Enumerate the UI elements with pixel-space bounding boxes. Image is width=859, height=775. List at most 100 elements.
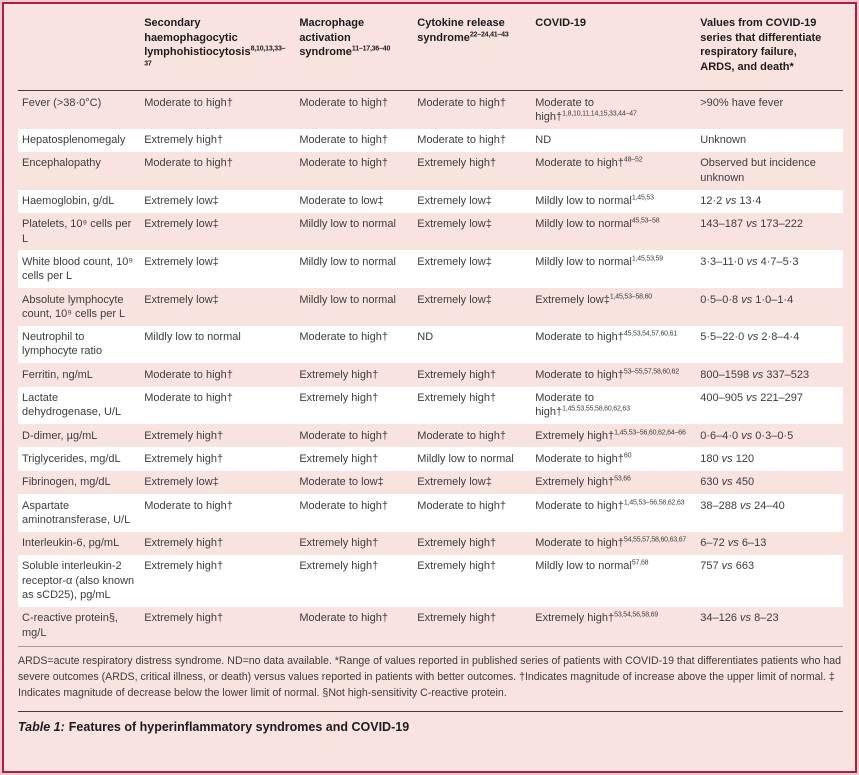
syndrome-cell: Extremely high†53,66 <box>535 475 631 489</box>
covid-values-cell: >90% have fever <box>700 96 784 109</box>
syndrome-cell: Moderate to high† <box>417 499 506 512</box>
syndrome-cell: Mildly low to normal <box>299 218 396 231</box>
syndrome-cell: Moderate to low‡ <box>299 476 384 489</box>
vs-label: vs <box>724 537 742 550</box>
syndrome-cell: Extremely low‡ <box>144 195 219 208</box>
table-footnote: ARDS=acute respiratory distress syndrome… <box>18 655 842 700</box>
syndrome-cell: Moderate to high† <box>417 96 506 109</box>
vs-label: vs <box>738 293 756 306</box>
table-header: Secondary haemophagocytic lymphohistiocy… <box>18 12 843 92</box>
syndrome-cell: Extremely high† <box>417 157 497 170</box>
syndrome-cell: Extremely high† <box>417 392 497 405</box>
row-label: Platelets, 10⁹ cells per L <box>22 218 132 245</box>
syndrome-cell: Extremely high† <box>144 537 224 550</box>
table-row: Encephalopathy Moderate to high† Moderate … <box>18 152 843 190</box>
table-row: C-reactive protein§, mg/L Extremely high†… <box>18 607 843 645</box>
row-label: Soluble interleukin-2 receptor-α (also k… <box>22 560 135 601</box>
syndrome-cell: Moderate to high†60 <box>535 452 632 465</box>
vs-label: vs <box>718 452 736 465</box>
table-row: Ferritin, ng/mL Moderate to high† Extremel… <box>18 363 843 386</box>
syndrome-cell: Extremely high† <box>299 452 379 465</box>
reference-superscript: 1,45,53 <box>631 194 654 202</box>
table-row: Lactate dehydrogenase, U/L Moderate to hi… <box>18 386 843 425</box>
table-caption: Table 1: Features of hyperinflammatory sy… <box>18 720 843 734</box>
syndrome-cell: Mildly low to normal1,45,53,59 <box>535 255 663 268</box>
table-row: Hepatosplenomegaly Extremely high† Moderat… <box>18 128 843 152</box>
row-label: Haemoglobin, g/dL <box>22 195 115 208</box>
syndrome-cell: Extremely low‡ <box>417 476 492 489</box>
covid-values-cell: 5·5–22·0 vs 2·8–4·4 <box>700 331 800 344</box>
vs-label: vs <box>738 429 756 442</box>
reference-superscript: 48–52 <box>623 156 643 164</box>
row-label: Neutrophil to lymphocyte ratio <box>22 331 103 358</box>
syndrome-cell: Extremely high†1,45,53–56,60,62,64–66 <box>535 428 686 442</box>
vs-label: vs <box>743 218 761 231</box>
syndrome-cell: Moderate to high† <box>144 368 233 381</box>
syndrome-cell: Moderate to high†53–55,57,58,60,62 <box>535 368 679 381</box>
syndrome-cell: Extremely high† <box>144 134 224 147</box>
table-row: Platelets, 10⁹ cells per L Extremely low‡… <box>18 213 843 251</box>
row-label: Encephalopathy <box>22 157 101 170</box>
syndrome-cell: Moderate to high† <box>144 96 233 109</box>
syndrome-cell: Extremely high† <box>417 537 497 550</box>
reference-superscript: 1,45,53–56,60,62,64–66 <box>614 428 686 436</box>
covid-values-cell: 0·6–4·0 vs 0·3–0·5 <box>700 429 794 442</box>
syndrome-cell: Extremely low‡ <box>144 476 219 489</box>
table-caption-title: Features of hyperinflammatory syndromes … <box>68 720 410 735</box>
column-header: Values from COVID-19 series that differe… <box>700 12 843 92</box>
row-label: Ferritin, ng/mL <box>22 368 93 381</box>
vs-label: vs <box>736 612 755 625</box>
features-table: Secondary haemophagocytic lymphohistiocy… <box>18 12 843 644</box>
syndrome-cell: Extremely high†53,54,56,58,69 <box>535 611 659 625</box>
syndrome-cell: Moderate to high†45,53,54,57,60,61 <box>535 330 677 344</box>
covid-values-cell: Unknown <box>700 134 747 147</box>
syndrome-cell: Moderate to high† <box>144 392 233 405</box>
covid-values-cell: 143–187 vs 173–222 <box>700 218 804 231</box>
syndrome-cell: Moderate to high† <box>299 331 388 344</box>
syndrome-cell: Extremely high† <box>144 429 224 442</box>
syndrome-cell: Extremely low‡ <box>417 218 492 231</box>
vs-label: vs <box>736 499 755 512</box>
covid-values-cell: 12·2 vs 13·4 <box>700 195 762 208</box>
syndrome-cell: Extremely high† <box>144 560 224 573</box>
table-row: Fever (>38·0°C) Moderate to high† Moderate… <box>18 91 843 129</box>
syndrome-cell: Extremely high† <box>299 537 379 550</box>
column-header: Macrophage activation syndrome11–17,36–4… <box>299 12 418 92</box>
table-row: White blood count, 10⁹ cells per L Extrem… <box>18 250 843 289</box>
syndrome-cell: Extremely low‡1,45,53–58,60 <box>535 292 652 306</box>
syndrome-cell: Moderate to high†1,8,10,11,14,15,33,44–4… <box>535 96 637 123</box>
syndrome-cell: Extremely low‡ <box>144 255 219 268</box>
row-label: Hepatosplenomegaly <box>22 134 126 147</box>
row-label: Fibrinogen, mg/dL <box>22 476 111 489</box>
reference-superscript: 54,55,57,58,60,63,67 <box>623 536 687 544</box>
table-row: Neutrophil to lymphocyte ratio Mildly low… <box>18 325 843 364</box>
column-header: Secondary haemophagocytic lymphohistiocy… <box>144 12 300 92</box>
vs-label: vs <box>718 476 736 489</box>
reference-superscript: 45,53–58 <box>631 217 660 225</box>
syndrome-cell: Extremely low‡ <box>144 218 219 231</box>
syndrome-cell: Mildly low to normal <box>299 293 396 306</box>
vs-label: vs <box>718 560 736 573</box>
syndrome-cell: Mildly low to normal57,68 <box>535 559 649 573</box>
syndrome-cell: Mildly low to normal <box>144 331 241 344</box>
vs-label: vs <box>749 368 767 381</box>
syndrome-cell: Moderate to high† <box>144 157 233 170</box>
syndrome-cell: Moderate to high† <box>299 134 388 147</box>
row-label: Lactate dehydrogenase, U/L <box>22 392 122 419</box>
syndrome-cell: Mildly low to normal <box>417 452 514 465</box>
column-header: COVID-19 <box>535 12 701 92</box>
reference-superscript: 1,8,10,11,14,15,33,44–47 <box>562 110 637 118</box>
syndrome-cell: Moderate to high†48–52 <box>535 156 643 170</box>
row-label: Triglycerides, mg/dL <box>22 452 121 465</box>
syndrome-cell: Moderate to high† <box>299 96 388 109</box>
syndrome-cell: Moderate to high† <box>299 612 388 625</box>
reference-superscript: 60 <box>623 452 632 460</box>
table-row: Soluble interleukin-2 receptor-α (also k… <box>18 554 843 607</box>
reference-superscript: 53,54,56,58,69 <box>614 611 659 619</box>
covid-values-cell: 6–72 vs 6–13 <box>700 537 767 550</box>
vs-label: vs <box>743 392 761 405</box>
syndrome-cell: Moderate to high† <box>299 157 388 170</box>
table-row: Fibrinogen, mg/dL Extremely low‡ Moderate … <box>18 471 843 494</box>
syndrome-cell: Extremely high† <box>417 368 497 381</box>
